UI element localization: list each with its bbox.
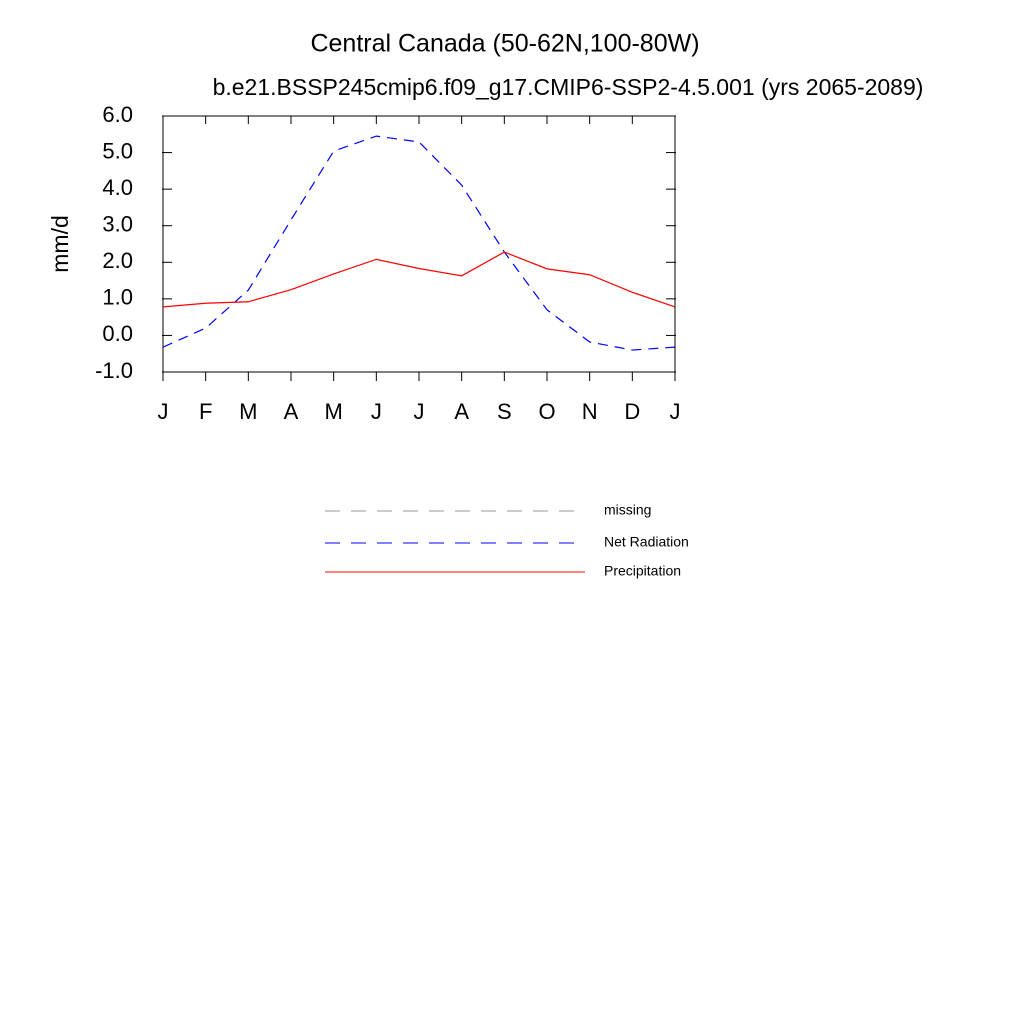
y-tick-label: 3.0 (102, 212, 133, 237)
y-tick-label: -1.0 (95, 358, 133, 383)
x-tick-label: M (325, 399, 343, 424)
legend-label: Net Radiation (604, 534, 689, 550)
y-axis-label: mm/d (47, 215, 73, 273)
x-tick-label: J (414, 399, 425, 424)
x-tick-label: M (239, 399, 257, 424)
series-line (162, 251, 676, 308)
plot-frame (162, 115, 676, 373)
x-tick-label: S (497, 399, 512, 424)
x-tick-label: N (582, 399, 598, 424)
x-tick-label: J (158, 399, 169, 424)
y-tick-label: 5.0 (102, 138, 133, 163)
y-tick-label: 2.0 (102, 248, 133, 273)
y-tick-label: 4.0 (102, 175, 133, 200)
chart-title: Central Canada (50-62N,100-80W) (310, 30, 699, 58)
x-tick-label: A (284, 399, 299, 424)
x-tick-label: F (199, 399, 212, 424)
legend-label: Precipitation (604, 563, 681, 579)
y-tick-label: 1.0 (102, 285, 133, 310)
y-tick-label: 0.0 (102, 321, 133, 346)
x-tick-label: D (624, 399, 640, 424)
chart-subtitle: b.e21.BSSP245cmip6.f09_g17.CMIP6-SSP2-4.… (213, 74, 924, 100)
series-line (162, 135, 676, 351)
y-tick-label: 6.0 (102, 102, 133, 127)
x-tick-label: A (454, 399, 469, 424)
x-tick-label: O (538, 399, 555, 424)
x-tick-label: J (670, 399, 681, 424)
legend-label: missing (604, 502, 651, 518)
x-tick-label: J (371, 399, 382, 424)
